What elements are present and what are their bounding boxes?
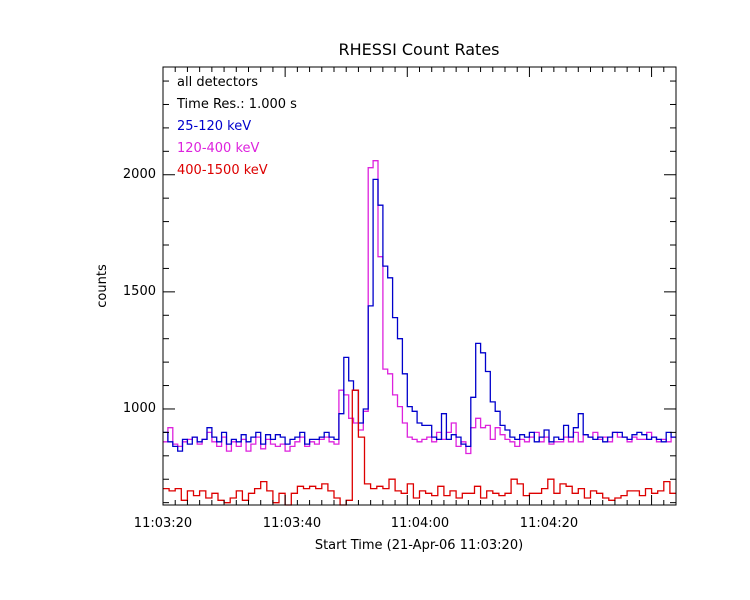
y-tick-labels: 1000 1500 2000: [123, 167, 156, 416]
legend-time-resolution: Time Res.: 1.000 s: [176, 97, 297, 112]
ticks-layer: [162, 67, 677, 505]
y-axis-label: counts: [95, 264, 110, 308]
x-tick-label: 11:04:00: [391, 516, 449, 531]
y-tick-label: 2000: [123, 167, 156, 182]
chart-title: RHESSI Count Rates: [339, 40, 500, 59]
y-tick-label: 1500: [123, 284, 156, 299]
x-tick-label: 11:04:20: [520, 516, 578, 531]
legend-series-400-1500: 400-1500 keV: [177, 163, 268, 178]
x-tick-labels: 11:03:20 11:03:40 11:04:00 11:04:20: [134, 516, 578, 531]
legend: all detectors Time Res.: 1.000 s 25-120 …: [176, 75, 297, 178]
y-tick-label: 1000: [123, 401, 156, 416]
legend-series-120-400: 120-400 keV: [177, 141, 260, 156]
x-axis-label: Start Time (21-Apr-06 11:03:20): [315, 538, 523, 553]
legend-detectors: all detectors: [177, 75, 258, 90]
x-tick-label: 11:03:20: [134, 516, 192, 531]
series-layer: [163, 160, 676, 506]
series-line-25-120: [163, 178, 676, 452]
series-line-400-1500: [163, 389, 676, 506]
legend-series-25-120: 25-120 keV: [177, 119, 251, 134]
x-tick-label: 11:03:40: [263, 516, 321, 531]
